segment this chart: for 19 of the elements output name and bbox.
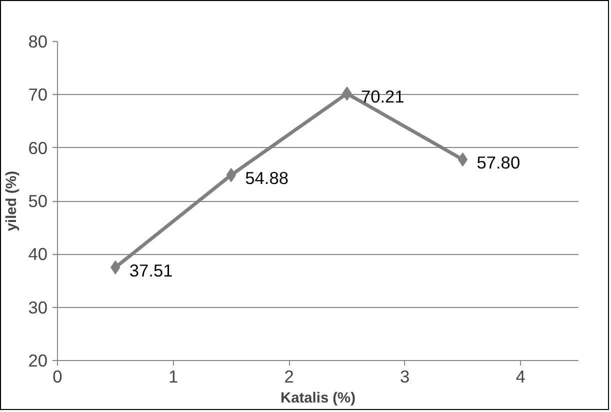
y-tick-label: 80: [28, 32, 48, 52]
data-label: 70.21: [360, 86, 404, 107]
y-tick-label: 30: [28, 297, 48, 318]
data-label: 37.51: [129, 260, 173, 280]
data-label: 57.80: [476, 152, 520, 173]
y-tick-label: 20: [28, 350, 48, 370]
y-tick-label: 60: [28, 138, 48, 158]
y-axis-title: yiled (%): [4, 170, 20, 232]
point: [458, 152, 468, 167]
y-tick-label: 40: [28, 244, 48, 264]
x-tick-label: 3: [400, 366, 410, 386]
y-tick-label: 50: [28, 191, 48, 211]
x-tick-label: 1: [168, 366, 178, 386]
data-label: 54.88: [245, 168, 289, 188]
x-tick-label: 2: [284, 366, 294, 386]
y-tick-label: 70: [28, 84, 48, 105]
x-tick-label: 0: [52, 366, 62, 386]
x-axis-title: Katalis (%): [280, 390, 356, 406]
x-tick-label: 4: [516, 366, 526, 386]
